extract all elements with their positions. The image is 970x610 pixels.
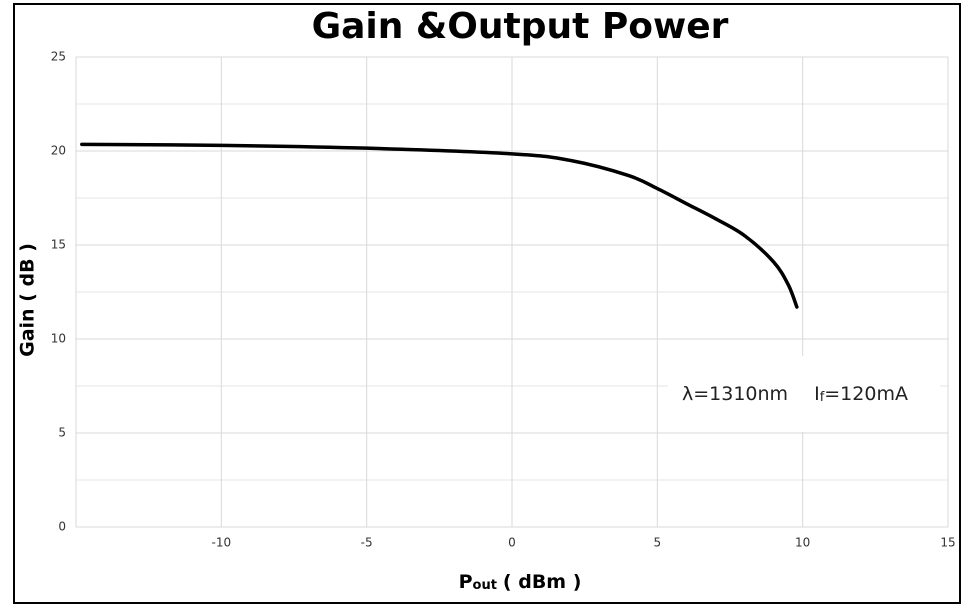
y-tick-label: 20 [51,144,66,158]
x-tick-label: 15 [940,536,955,550]
annotation: λ=1310nm If=120mA [682,383,908,405]
y-tick-label: 0 [58,520,66,534]
annotation-current-subscript: f [820,390,825,405]
x-tick-label: 5 [654,536,662,550]
annotation-current-value: =120mA [824,383,908,405]
x-tick-label: -5 [361,536,373,550]
grid [75,56,949,528]
x-label-unit: ( dBm ) [503,571,581,593]
x-axis-label: Pout ( dBm ) [459,571,582,593]
annotation-current-symbol: I [814,383,820,405]
chart-title: Gain &Output Power [312,6,729,47]
frame [13,3,961,604]
annotation-wavelength: λ=1310nm [682,383,788,405]
annotation-box [668,356,940,432]
y-tick-label: 15 [51,238,66,252]
line [80,142,799,309]
x-tick-label: -10 [212,536,232,550]
plot [80,142,799,309]
y-axis-label: Gain ( dB ) [17,243,39,357]
y-tick-label: 10 [51,332,66,346]
x-label-subscript: out [473,578,497,593]
y-tick-label: 25 [51,50,66,64]
y-tick-label: 5 [58,426,66,440]
x-tick-label: 0 [508,536,516,550]
x-label-symbol: P [459,571,473,593]
x-tick-label: 10 [795,536,810,550]
